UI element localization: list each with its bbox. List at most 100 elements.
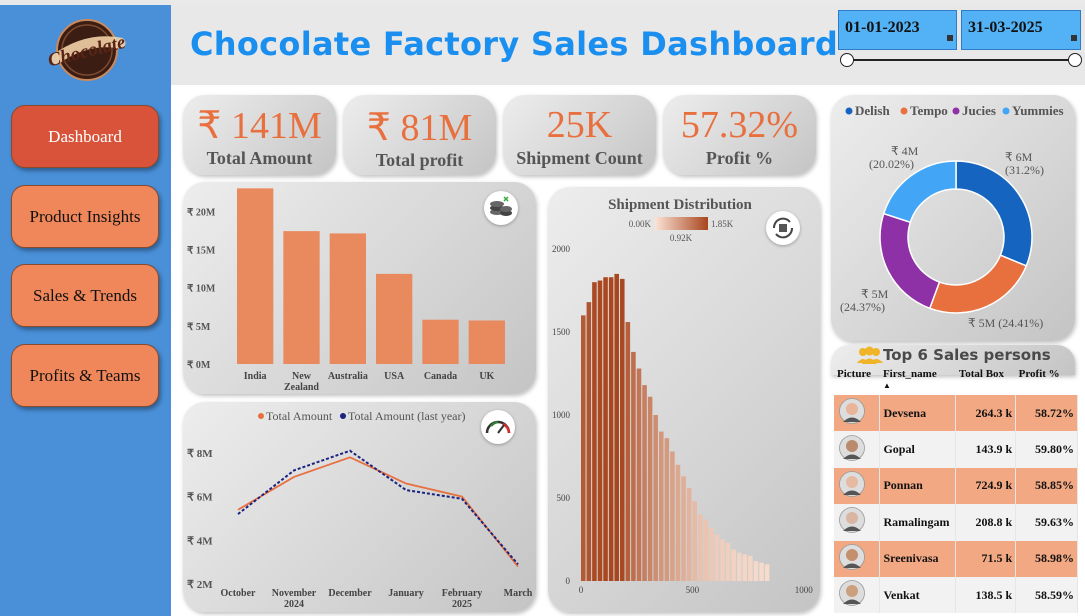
cell-profit-percent: 58.85% [1015, 467, 1078, 505]
histogram-bar[interactable] [658, 431, 664, 581]
slice-percent-label: (20.02%) [869, 157, 914, 171]
nav-sales-trends-button[interactable]: Sales & Trends [11, 264, 159, 327]
histogram-bar[interactable] [703, 519, 709, 581]
end-date-value: 31-03-2025 [968, 19, 1043, 36]
sort-ascending-icon[interactable]: ▲ [882, 381, 891, 390]
histogram-bar[interactable] [625, 322, 631, 581]
histogram-bar[interactable] [619, 278, 625, 581]
line-series-total-amount[interactable] [237, 456, 519, 568]
histogram-bar[interactable] [681, 476, 686, 581]
legend-marker [952, 107, 960, 115]
x-tick-label: India [244, 371, 267, 382]
end-date-input[interactable]: 31-03-2025 [961, 10, 1081, 50]
gradient-legend-bar [655, 217, 708, 230]
bar-new-zealand[interactable] [283, 231, 320, 364]
date-range-start-handle[interactable] [840, 53, 854, 67]
avatar [839, 398, 865, 425]
cell-total-box: 138.5 k [955, 576, 1017, 614]
donut-slice-tempo[interactable] [928, 254, 1028, 314]
histogram-bar[interactable] [603, 277, 608, 581]
nav-dashboard-label: Dashboard [48, 126, 122, 146]
histogram-bar[interactable] [592, 282, 597, 581]
gauge-icon[interactable] [481, 410, 515, 444]
histogram-bar[interactable] [692, 501, 697, 581]
box-cycle-icon[interactable] [766, 211, 800, 245]
column-header-first-name-label: First_name [882, 368, 937, 380]
histogram-bar[interactable] [714, 534, 720, 581]
start-date-value: 01-01-2023 [845, 19, 920, 36]
kpi-label: Shipment Count [516, 148, 643, 168]
histogram-bar[interactable] [753, 561, 759, 581]
histogram-bar[interactable] [697, 514, 703, 581]
histogram-bar[interactable] [764, 564, 770, 581]
avatar [839, 471, 865, 497]
slice-percent-label: (24.37%) [840, 300, 885, 314]
calendar-icon[interactable] [947, 35, 953, 41]
nav-profits-teams-label: Profits & Teams [29, 365, 141, 385]
amount-trend-chart: Total Amount Total Amount (last year) ₹ 2M… [187, 409, 533, 610]
histogram-bar[interactable] [636, 368, 642, 581]
x-tick-label: March [504, 588, 533, 599]
nav-product-insights-button[interactable]: Product Insights [11, 185, 159, 248]
nav-dashboard-button[interactable]: Dashboard [11, 105, 159, 168]
sales-table-title: Top 6 Sales persons [856, 345, 1066, 367]
histogram-bar[interactable] [597, 280, 603, 581]
column-header-picture[interactable]: Picture [837, 368, 872, 380]
y-tick-label: ₹ 0M [187, 360, 211, 371]
bar-usa[interactable] [376, 273, 413, 364]
legend-label: Delish [855, 103, 890, 118]
column-header-profit-percent[interactable]: Profit % [1018, 368, 1060, 380]
histogram-bar[interactable] [748, 556, 753, 581]
histogram-bar[interactable] [759, 562, 764, 581]
histogram-bar[interactable] [742, 554, 748, 581]
x-tick-year-label: 2024 [284, 599, 304, 610]
cell-total-box: 143.9 k [955, 431, 1017, 468]
histogram-bar[interactable] [675, 464, 681, 581]
bar-india[interactable] [237, 188, 274, 364]
histogram-bar[interactable] [725, 542, 731, 581]
donut-slice-yummies[interactable] [882, 160, 957, 224]
column-header-total-box[interactable]: Total Box [958, 368, 1005, 380]
histogram-bar[interactable] [631, 351, 636, 581]
table-row[interactable]: Gopal 143.9 k 59.80% [834, 431, 1078, 468]
y-tick-label: ₹ 4M [187, 535, 213, 547]
histogram-bar[interactable] [731, 549, 736, 581]
donut-slice-jucies[interactable] [879, 212, 941, 310]
bar-australia[interactable] [329, 233, 366, 364]
histogram-bar[interactable] [653, 415, 658, 581]
histogram-bar[interactable] [586, 302, 592, 581]
line-series-total-amount-last-year-[interactable] [237, 449, 519, 565]
column-header-first-name[interactable]: First_name ▲ [880, 368, 956, 395]
table-row[interactable]: Sreenivasa 71.5 k 58.98% [834, 540, 1078, 577]
histogram-bar[interactable] [686, 488, 692, 581]
bar-canada[interactable] [422, 319, 459, 364]
histogram-bar[interactable] [736, 552, 742, 581]
histogram-bar[interactable] [664, 438, 670, 581]
x-tick-label: UK [479, 371, 494, 382]
x-tick-label: February [442, 588, 483, 599]
money-stack-icon[interactable] [484, 191, 518, 225]
date-range-slider-track[interactable] [846, 59, 1075, 61]
table-row[interactable]: Ponnan 724.9 k 58.85% [834, 467, 1078, 505]
histogram-bar[interactable] [642, 385, 647, 581]
calendar-icon[interactable] [1071, 35, 1077, 41]
table-row[interactable]: Devsena 264.3 k 58.72% [834, 395, 1078, 432]
table-row[interactable]: Venkat 138.5 k 58.59% [834, 576, 1078, 614]
nav-profits-teams-button[interactable]: Profits & Teams [11, 344, 159, 407]
y-tick-label: ₹ 6M [187, 492, 213, 504]
table-row[interactable]: Ramalingam 208.8 k 59.63% [834, 504, 1078, 541]
histogram-bar[interactable] [709, 527, 714, 581]
histogram-bar[interactable] [670, 451, 675, 581]
sidebar: Chocolate Dashboard Product Insights Sal… [0, 5, 171, 616]
histogram-bar[interactable] [720, 539, 725, 582]
histogram-bar[interactable] [608, 277, 614, 581]
x-tick-label: November [272, 588, 317, 599]
histogram-bar[interactable] [581, 315, 586, 581]
start-date-input[interactable]: 01-01-2023 [838, 10, 957, 50]
slice-value-label: ₹ 5M (24.41%) [968, 316, 1043, 330]
histogram-bar[interactable] [614, 273, 619, 581]
bar-uk[interactable] [468, 320, 505, 364]
histogram-bar[interactable] [647, 396, 653, 581]
date-range-end-handle[interactable] [1068, 53, 1082, 67]
